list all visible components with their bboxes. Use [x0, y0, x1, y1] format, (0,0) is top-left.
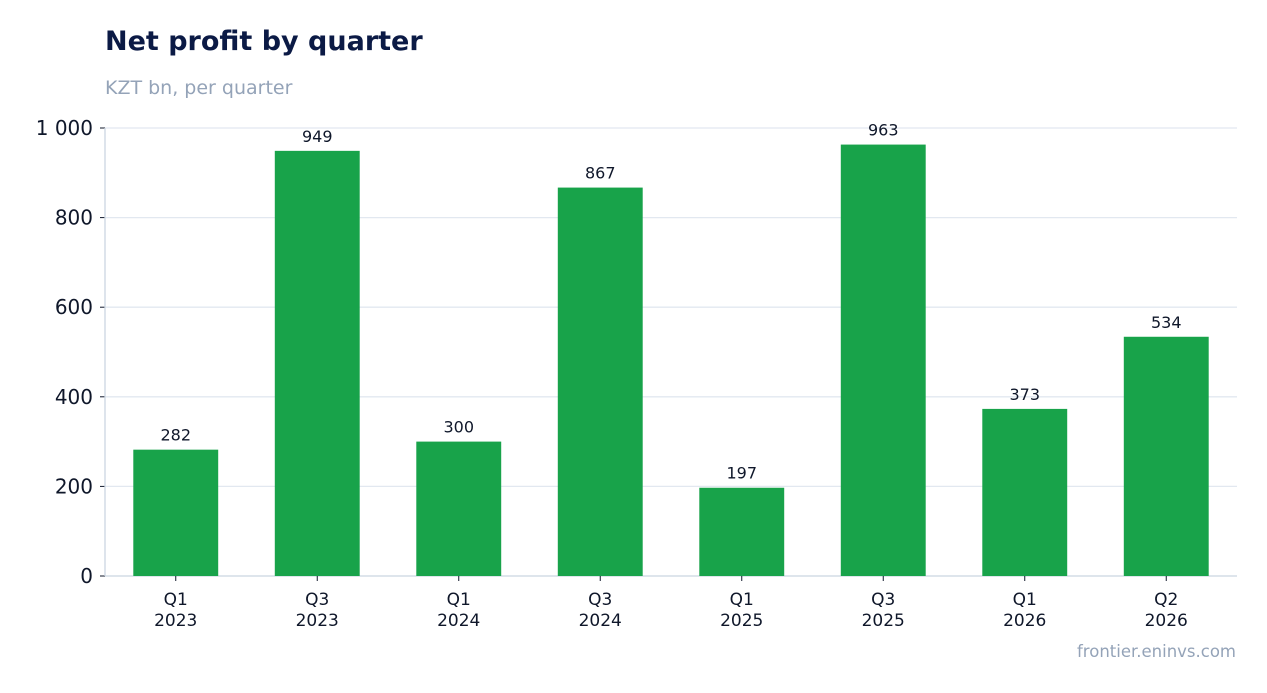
- value-label: 300: [443, 418, 474, 437]
- x-tick-label: Q1: [730, 590, 754, 610]
- chart-title: Net profit by quarter: [105, 26, 423, 57]
- value-label: 282: [160, 426, 191, 445]
- bar: [557, 187, 643, 577]
- value-label: 373: [1009, 385, 1040, 404]
- value-label: 534: [1151, 313, 1182, 332]
- x-tick-label-year: 2026: [1145, 611, 1188, 631]
- x-tick-label-year: 2025: [862, 611, 905, 631]
- x-tick-label-year: 2024: [437, 611, 480, 631]
- y-tick-label: 600: [55, 295, 93, 319]
- bar: [1123, 336, 1209, 576]
- x-tick-label: Q1: [447, 590, 471, 610]
- source-credit: frontier.eninvs.com: [1077, 642, 1236, 661]
- bar: [274, 150, 360, 576]
- x-tick-label-year: 2024: [579, 611, 622, 631]
- x-tick-label: Q1: [1013, 590, 1037, 610]
- y-tick-label: 0: [80, 564, 93, 588]
- bar: [133, 449, 219, 576]
- y-tick-label: 1 000: [36, 116, 93, 140]
- value-label: 949: [302, 127, 333, 146]
- x-tick-label: Q3: [588, 590, 612, 610]
- x-tick-label: Q1: [164, 590, 188, 610]
- value-label: 867: [585, 164, 616, 183]
- bar: [699, 487, 785, 576]
- y-tick-label: 800: [55, 206, 93, 230]
- x-tick-label-year: 2026: [1003, 611, 1046, 631]
- value-label: 963: [868, 121, 899, 140]
- y-tick-label: 200: [55, 474, 93, 498]
- x-tick-label: Q3: [305, 590, 329, 610]
- bars: [133, 144, 1209, 577]
- x-tick-label: Q3: [871, 590, 895, 610]
- x-tick-label: Q2: [1154, 590, 1178, 610]
- bar: [416, 441, 502, 576]
- x-tick-label-year: 2023: [154, 611, 197, 631]
- chart-subtitle: KZT bn, per quarter: [105, 77, 293, 99]
- x-tick-label-year: 2023: [296, 611, 339, 631]
- y-tick-label: 400: [55, 385, 93, 409]
- x-tick-label-year: 2025: [720, 611, 763, 631]
- bar: [982, 408, 1068, 576]
- value-label: 197: [726, 464, 757, 483]
- bar: [840, 144, 926, 577]
